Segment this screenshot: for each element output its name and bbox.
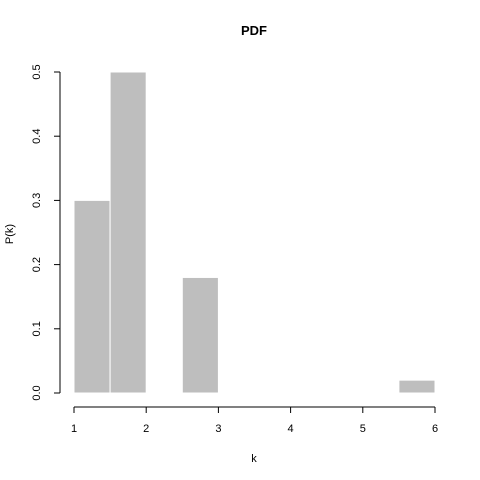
- x-axis-label: k: [251, 453, 257, 465]
- y-tick-label: 0.5: [31, 64, 43, 79]
- y-tick-label: 0.1: [31, 321, 43, 336]
- x-tick-label: 6: [432, 423, 438, 435]
- x-tick-label: 4: [288, 423, 294, 435]
- y-axis-label: P(k): [4, 224, 16, 244]
- y-tick-label: 0.0: [31, 385, 43, 400]
- y-tick-label: 0.3: [31, 193, 43, 208]
- x-tick-label: 2: [143, 423, 149, 435]
- y-tick-label: 0.2: [31, 257, 43, 272]
- x-tick-label: 1: [71, 423, 77, 435]
- bar-3: [182, 277, 218, 393]
- x-tick-label: 3: [215, 423, 221, 435]
- chart-title: PDF: [241, 23, 267, 38]
- bar-group: [74, 72, 435, 393]
- x-axis-ticks: 1 2 3 4 5 6: [71, 407, 438, 435]
- y-tick-label: 0.4: [31, 129, 43, 144]
- bar-1: [74, 200, 110, 393]
- bar-2: [110, 72, 146, 393]
- x-tick-label: 5: [360, 423, 366, 435]
- y-axis-ticks: 0.0 0.1 0.2 0.3 0.4 0.5: [31, 64, 60, 400]
- bar-4: [399, 380, 435, 393]
